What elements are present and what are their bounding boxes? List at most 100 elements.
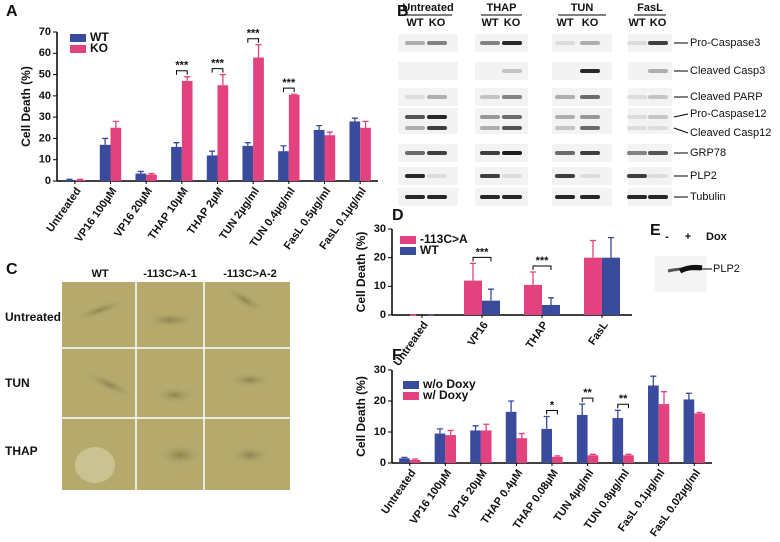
dox-blot-image <box>655 256 707 292</box>
bar <box>349 121 361 181</box>
band-pointer <box>673 113 689 118</box>
significance-bracket <box>532 265 552 270</box>
bar <box>445 435 456 463</box>
y-tick-label: 50 <box>39 68 51 80</box>
y-tick-label: 0 <box>380 457 386 469</box>
error-bar <box>614 409 621 419</box>
error-bar <box>530 271 536 285</box>
bar <box>470 430 481 463</box>
micrograph-row-label: Untreated <box>5 310 61 324</box>
y-tick-label: 30 <box>374 223 386 235</box>
bar <box>524 284 542 315</box>
blot-band <box>648 195 668 199</box>
panel-label: C <box>6 261 18 278</box>
legend-swatch <box>403 381 419 389</box>
x-tick-label: Untreated <box>392 320 431 369</box>
error-bar <box>112 120 119 128</box>
y-tick-label: 10 <box>374 426 386 438</box>
band-label: Pro-Caspase3 <box>690 37 760 49</box>
x-tick-label: THAP <box>524 320 551 351</box>
error-bar <box>244 142 251 146</box>
bar <box>480 430 492 463</box>
error-bar <box>447 429 454 436</box>
blot-band <box>648 151 668 155</box>
band-label: Cleaved Casp3 <box>690 65 765 77</box>
blot-band <box>502 41 522 45</box>
blot-strip <box>628 167 672 185</box>
x-tick-label: Untreated <box>379 468 418 517</box>
error-bar <box>589 453 596 456</box>
significance-bracket <box>211 68 224 73</box>
significance-label: ** <box>583 387 592 399</box>
blot-strip <box>628 108 672 134</box>
micrograph-column-label: WT <box>91 268 108 280</box>
blot-strip <box>552 34 612 52</box>
dox-band-label: PLP2 <box>713 263 740 275</box>
bar <box>181 80 193 181</box>
legend-label: w/o Doxy <box>422 377 476 391</box>
blot-band <box>627 95 647 99</box>
y-axis-label: Cell Death (%) <box>354 232 368 313</box>
bar <box>278 151 289 181</box>
bar <box>110 127 122 181</box>
bar <box>434 433 446 463</box>
bar <box>648 385 659 463</box>
blot-band <box>580 115 600 119</box>
y-tick-label: 60 <box>39 47 51 59</box>
significance-bracket <box>472 256 492 262</box>
micrograph-row-label: THAP <box>5 444 38 458</box>
blot-band <box>405 95 425 99</box>
error-bar <box>102 137 109 145</box>
error-bar <box>590 239 596 258</box>
blot-group-label: TUN <box>571 2 594 14</box>
bar <box>683 399 695 463</box>
error-bar <box>326 131 333 136</box>
error-bar <box>554 455 561 457</box>
significance-label: *** <box>247 28 261 40</box>
error-bar <box>255 44 262 58</box>
blot-band <box>502 115 522 119</box>
blot-band <box>405 151 425 155</box>
error-bar <box>685 392 692 400</box>
blot-band <box>480 95 500 99</box>
bar <box>658 404 670 463</box>
blot-band <box>427 115 447 119</box>
error-bar <box>148 172 155 175</box>
error-bar <box>696 411 703 414</box>
band-label: Pro-Caspase12 <box>690 108 766 120</box>
blot-band <box>627 126 647 130</box>
bar <box>324 135 336 181</box>
significance-label: *** <box>476 246 490 258</box>
bar <box>253 57 264 181</box>
error-bar <box>66 178 73 180</box>
bar <box>399 458 410 463</box>
blot-band <box>480 41 500 45</box>
bar <box>505 411 517 463</box>
blot-band <box>480 195 500 199</box>
bar <box>242 145 254 181</box>
blot-strip <box>475 144 528 162</box>
blot-strip <box>552 167 612 185</box>
y-tick-label: 20 <box>374 395 386 407</box>
blot-band <box>627 41 647 45</box>
blot-band <box>555 41 575 45</box>
error-bar <box>137 170 144 174</box>
blot-band <box>405 195 425 199</box>
bar <box>552 456 563 463</box>
bar <box>288 94 300 181</box>
bar <box>587 455 599 463</box>
blot-band <box>405 174 425 178</box>
error-bar <box>412 458 419 460</box>
bar <box>146 174 157 181</box>
bar <box>602 257 620 315</box>
blot-band <box>648 115 668 119</box>
legend-label: w/ Doxy <box>422 388 469 402</box>
blot-band <box>427 151 447 155</box>
y-tick-label: 30 <box>39 111 51 123</box>
blot-band <box>480 126 500 130</box>
significance-label: *** <box>211 57 225 69</box>
blot-band <box>555 151 575 155</box>
panel-label: F <box>392 347 402 364</box>
blot-band <box>648 174 668 178</box>
blot-band <box>648 95 668 99</box>
